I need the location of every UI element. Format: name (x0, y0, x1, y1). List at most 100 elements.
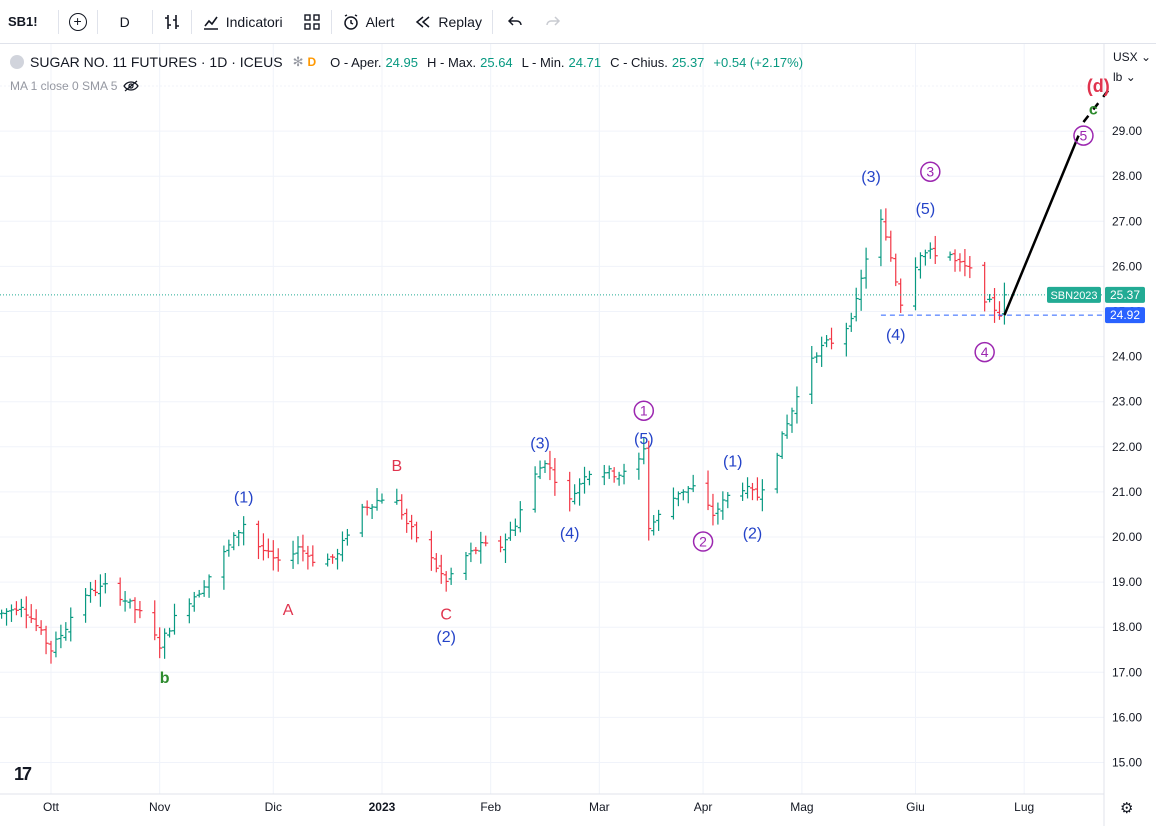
gear-icon[interactable]: ⚙ (1120, 800, 1134, 817)
wave-label: 4 (981, 344, 989, 360)
eye-hidden-icon[interactable] (123, 80, 140, 92)
toolbar-separator (190, 9, 192, 34)
time-tick-label: Apr (694, 800, 713, 814)
undo-icon (507, 15, 522, 26)
unit-selector[interactable]: lb ⌄ (1113, 70, 1136, 84)
wave-label: (5) (916, 201, 936, 218)
price-tick-label: 28.00 (1112, 169, 1142, 183)
ohlc-bar (473, 546, 479, 555)
symbol-search[interactable]: SB1! (8, 14, 38, 29)
ohlc-bar (537, 460, 543, 480)
ohlc-bar (330, 554, 336, 564)
plus-circle-icon: + (68, 12, 87, 31)
ohlc-bar (58, 624, 64, 649)
ohlc-bar (690, 474, 696, 493)
wave-label: (d) (1087, 76, 1110, 96)
ohlc-bar (863, 247, 869, 289)
time-tick-label: Ott (43, 800, 60, 814)
price-chart[interactable]: 15.00 16.00 17.00 18.00 19.00 20.00 21.00 22.00… (0, 44, 1156, 826)
chart-legend: SUGAR NO. 11 FUTURES · 1D · ICEUS ✻ D O … (10, 54, 803, 70)
ohlc-bar (819, 336, 825, 367)
wave-label: (4) (886, 327, 906, 344)
bar-style-button[interactable] (153, 0, 191, 44)
delayed-badge: D (307, 55, 317, 69)
ohlc-bar (498, 535, 504, 553)
time-tick-label: Dic (265, 800, 282, 814)
toolbar-separator (151, 9, 153, 34)
wave-label: (2) (743, 525, 763, 542)
price-tick-label: 20.00 (1112, 530, 1142, 544)
ohlc-bar (300, 534, 306, 562)
low-label: L - Min. (521, 54, 565, 70)
grid-layout-icon (303, 13, 320, 30)
ohlc-bar (779, 431, 785, 459)
time-tick-label: 2023 (369, 800, 396, 814)
ohlc-bar (325, 553, 331, 567)
ohlc-bar (226, 539, 232, 557)
ohlc-bar (18, 598, 24, 618)
ohlc-bar (641, 437, 647, 465)
price-tick-label: 19.00 (1112, 575, 1142, 589)
ma-indicator-legend[interactable]: MA 1 close 0 SMA 5 (10, 79, 140, 93)
ohlc-bar (512, 518, 518, 536)
ohlc-bar (982, 261, 988, 312)
ohlc-bar (221, 545, 227, 590)
last-price-badge: 25.37 (1110, 288, 1140, 302)
undo-button[interactable] (493, 0, 537, 44)
ohlc-bar (809, 345, 815, 405)
ohlc-bar (63, 622, 69, 641)
time-tick-label: Feb (480, 800, 501, 814)
ohlc-bar (241, 516, 247, 546)
toolbar-separator (57, 9, 59, 34)
compare-button[interactable]: + (59, 0, 97, 44)
price-tick-label: 21.00 (1112, 485, 1142, 499)
ohlc-bar (962, 248, 968, 277)
ohlc-bar (132, 597, 138, 624)
ohlc-bar (438, 554, 444, 584)
rewind-icon (416, 15, 430, 28)
ohlc-bar (463, 551, 469, 581)
open-label: O - Aper. (330, 54, 382, 70)
toolbar-separator (491, 9, 493, 34)
interval-button[interactable]: D (119, 13, 130, 30)
ohlc-bar (878, 209, 884, 267)
wave-label: (1) (234, 489, 254, 506)
tradingview-logo-icon: 17 (14, 764, 32, 784)
ohlc-bar (409, 514, 415, 540)
ohlc-bar (201, 580, 207, 597)
replay-button[interactable]: Replay (404, 0, 492, 44)
ohlc-bar (507, 521, 513, 541)
snowflake-icon: ✻ (292, 54, 304, 69)
ohlc-bar (48, 640, 54, 664)
alert-label: Alert (365, 13, 395, 30)
ohlc-bar (646, 440, 652, 541)
ohlc-bar (53, 631, 59, 658)
wave-circle (974, 341, 995, 363)
ohlc-bar (517, 501, 523, 533)
chevron-down-icon: ⌄ (1141, 50, 1152, 64)
ohlc-bar (893, 253, 899, 287)
price-tick-label: 17.00 (1112, 665, 1142, 679)
ohlc-bar (888, 230, 894, 262)
wave-circle (1073, 125, 1094, 146)
ohlc-bar (656, 509, 662, 531)
ohlc-bar (922, 249, 928, 266)
ohlc-bar (88, 581, 94, 603)
high-value: 25.64 (480, 54, 513, 70)
alert-button[interactable]: Alert (332, 0, 405, 44)
layouts-button[interactable] (293, 0, 331, 44)
ohlc-bar (92, 579, 98, 597)
currency-selector[interactable]: USX ⌄ (1113, 50, 1151, 64)
ohlc-bar (270, 540, 276, 571)
ohlc-bars (0, 208, 1007, 664)
redo-button[interactable] (537, 0, 569, 44)
indicators-button[interactable]: Indicatori (192, 0, 293, 44)
ohlc-bar (829, 327, 835, 350)
ohlc-bar (927, 242, 933, 259)
wave-label: (3) (530, 435, 550, 452)
ohlc-bar (720, 491, 726, 520)
ohlc-bar (636, 452, 642, 480)
ohlc-bar (710, 493, 716, 526)
ohlc-bar (883, 208, 889, 241)
close-value: 25.37 (671, 54, 705, 70)
